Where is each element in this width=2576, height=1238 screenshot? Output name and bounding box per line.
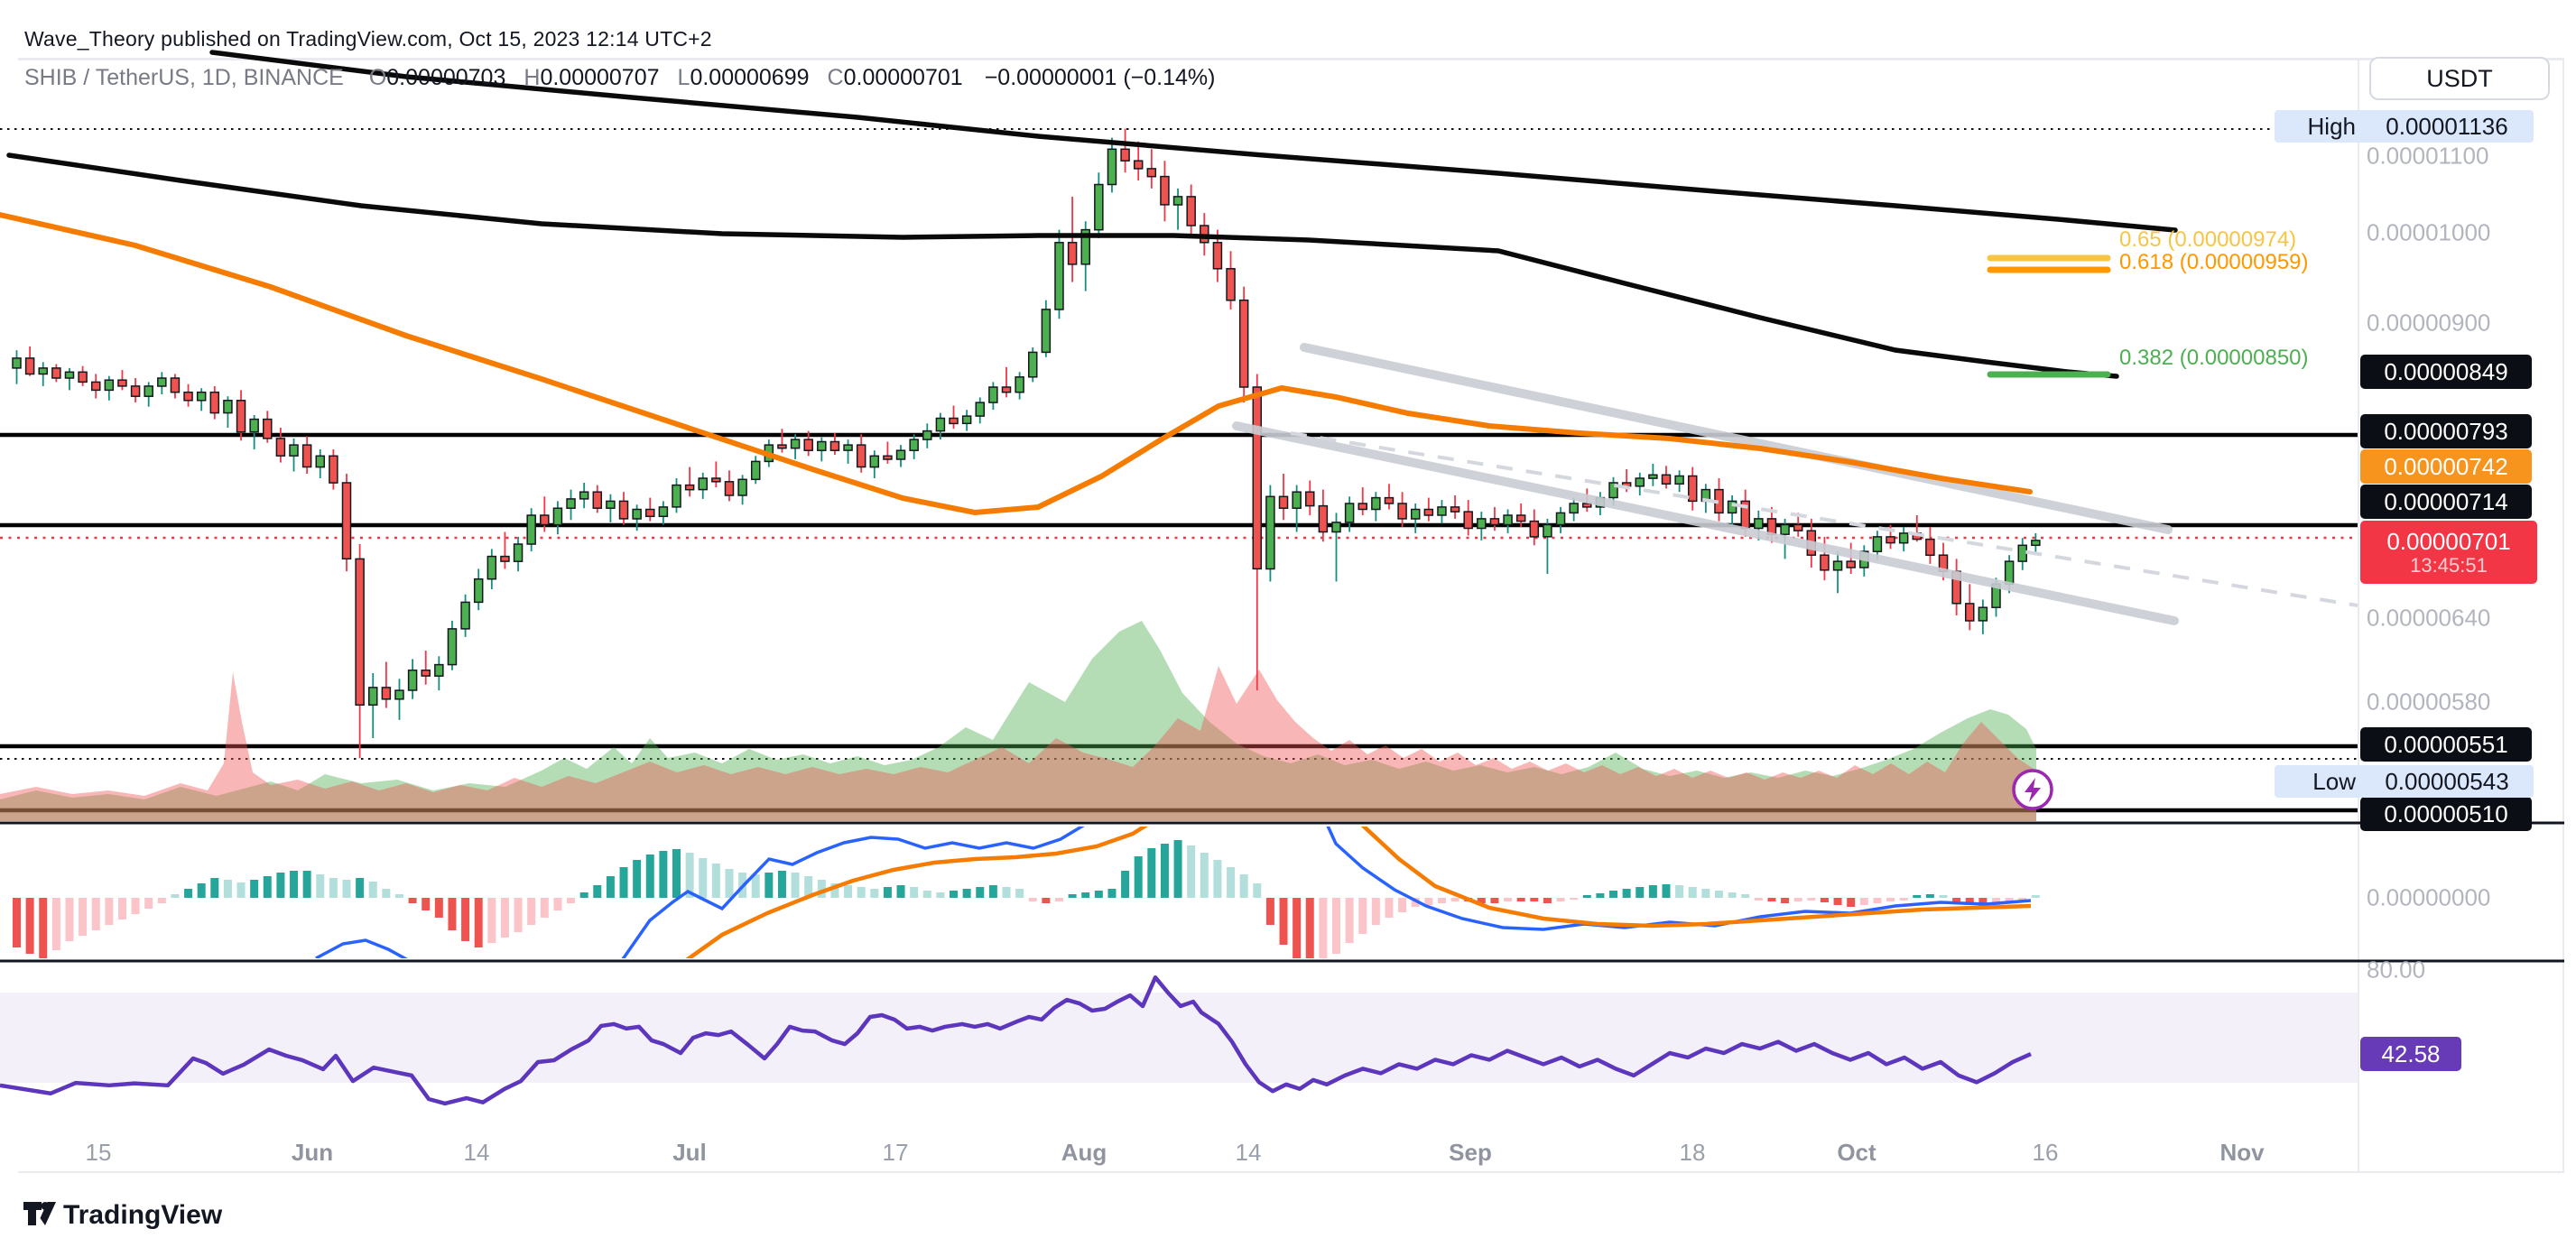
price-level-badge: 0.00000714: [2360, 485, 2532, 519]
time-axis-tick: 15: [85, 1139, 112, 1166]
price-axis-label: 80.00: [2367, 956, 2426, 984]
range-high-label: High: [2275, 110, 2365, 143]
time-axis-tick: Sep: [1449, 1139, 1492, 1166]
fib-level-0382-label: 0.382 (0.00000850): [2119, 346, 2309, 370]
time-axis-tick: Nov: [2219, 1139, 2265, 1166]
boost-lightning-icon[interactable]: [2012, 769, 2053, 810]
price-level-badge: 0.00000510: [2360, 797, 2532, 831]
close-value: 0.00000701: [843, 64, 963, 90]
fib-level-065-label: 0.65 (0.00000974): [2119, 227, 2297, 252]
fib-level-0618-label: 0.618 (0.00000959): [2119, 250, 2309, 274]
price-axis-label: 0.00000580: [2367, 688, 2491, 716]
rsi-value-badge: 42.58: [2360, 1037, 2461, 1071]
last-price-value: 0.00000701: [2386, 528, 2511, 555]
price-axis-label: 0.00000000: [2367, 883, 2491, 911]
price-axis-border: [2358, 58, 2359, 1173]
tradingview-brand-text[interactable]: TradingView: [63, 1200, 223, 1230]
published-byline: Wave_Theory published on TradingView.com…: [24, 27, 712, 51]
price-level-badge: 0.00000551: [2360, 727, 2532, 762]
price-axis-label: 0.00001100: [2367, 142, 2489, 170]
low-label: L: [677, 64, 690, 90]
low-value: 0.00000699: [690, 64, 810, 90]
price-level-badge: 0.00000742: [2360, 449, 2532, 484]
time-axis-tick: 18: [1679, 1139, 1706, 1166]
time-axis-tick: Jun: [291, 1139, 334, 1166]
time-axis-tick: 17: [882, 1139, 909, 1166]
price-level-badge: 0.00000793: [2360, 414, 2532, 448]
range-low-label: Low: [2275, 765, 2365, 798]
time-axis-tick: Aug: [1061, 1139, 1107, 1166]
card-right-border: [2562, 58, 2564, 1173]
time-axis-tick: Oct: [1837, 1139, 1876, 1166]
open-value: 0.00000703: [386, 64, 506, 90]
countdown-timer: 13:45:51: [2410, 554, 2488, 577]
high-label: H: [524, 64, 541, 90]
time-axis-tick: 14: [463, 1139, 490, 1166]
time-axis-tick: Jul: [672, 1139, 707, 1166]
symbol-legend[interactable]: SHIB / TetherUS, 1D, BINANCE O 0.0000070…: [24, 63, 1215, 92]
currency-toggle-button[interactable]: USDT: [2369, 57, 2550, 100]
range-low-value: 0.00000543: [2360, 765, 2534, 798]
price-axis-label: 0.00001000: [2367, 218, 2491, 246]
symbol-description: SHIB / TetherUS, 1D, BINANCE: [24, 64, 344, 90]
range-high-value: 0.00001136: [2360, 110, 2534, 143]
card-bottom-border: [18, 1171, 2564, 1173]
change-value: −0.00000001 (−0.14%): [984, 64, 1216, 90]
tradingview-logo-icon[interactable]: [22, 1196, 58, 1233]
card-top-border: [18, 58, 2564, 60]
time-axis-tick: 14: [1235, 1139, 1262, 1166]
price-level-badge: 0.00000849: [2360, 355, 2532, 389]
close-label: C: [827, 64, 844, 90]
high-value: 0.00000707: [540, 64, 660, 90]
last-price-badge: 0.00000701 13:45:51: [2360, 521, 2537, 584]
price-axis-label: 0.00000640: [2367, 604, 2491, 632]
open-label: O: [368, 64, 387, 90]
price-axis-label: 0.00000900: [2367, 309, 2491, 337]
time-axis-tick: 16: [2032, 1139, 2059, 1166]
